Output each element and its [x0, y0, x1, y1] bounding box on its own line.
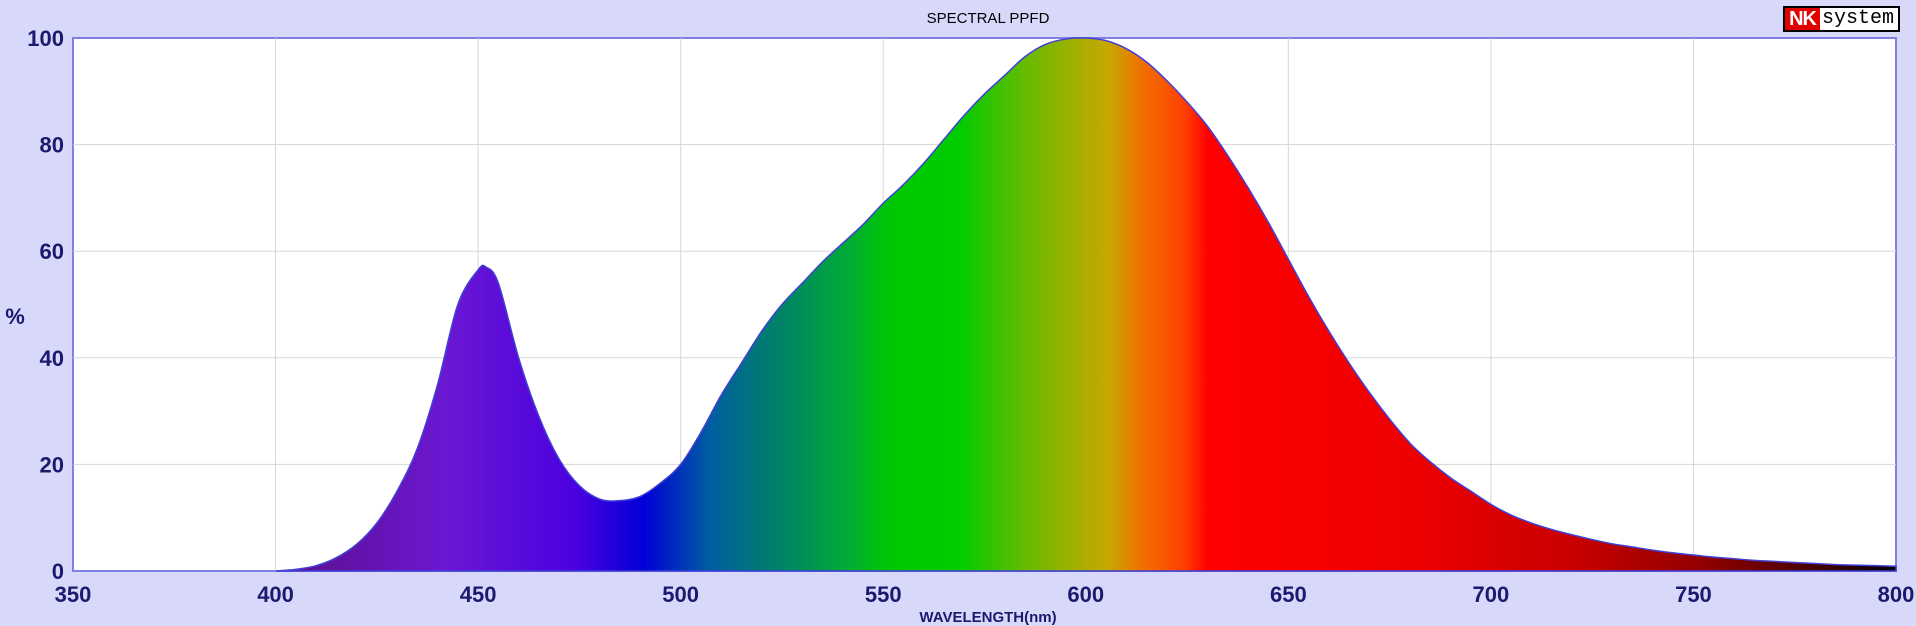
x-tick-label: 500: [662, 582, 699, 607]
x-tick-label: 750: [1675, 582, 1712, 607]
y-tick-label: 100: [27, 26, 64, 51]
y-tick-label: 40: [40, 346, 64, 371]
logo-brand-a: NK: [1785, 8, 1820, 30]
x-tick-label: 800: [1878, 582, 1915, 607]
y-axis-ticks: 0 20 40 60 80 100: [27, 26, 64, 584]
nksystem-logo: NK system: [1783, 6, 1900, 32]
x-tick-label: 400: [257, 582, 294, 607]
x-axis-ticks: 350 400 450 500 550 600 650 700 750 800: [55, 582, 1915, 607]
x-tick-label: 550: [865, 582, 902, 607]
logo-brand-b: system: [1821, 7, 1894, 30]
y-tick-label: 0: [52, 559, 64, 584]
y-axis-label: %: [5, 304, 25, 329]
chart-title: SPECTRAL PPFD: [927, 10, 1050, 27]
x-tick-label: 450: [460, 582, 497, 607]
y-tick-label: 20: [40, 452, 64, 477]
x-tick-label: 600: [1067, 582, 1104, 607]
y-tick-label: 60: [40, 239, 64, 264]
x-tick-label: 350: [55, 582, 92, 607]
x-tick-label: 650: [1270, 582, 1307, 607]
x-tick-label: 700: [1473, 582, 1510, 607]
x-axis-label: WAVELENGTH(nm): [919, 609, 1056, 626]
y-tick-label: 80: [40, 133, 64, 158]
spectrum-area: [275, 37, 1897, 572]
